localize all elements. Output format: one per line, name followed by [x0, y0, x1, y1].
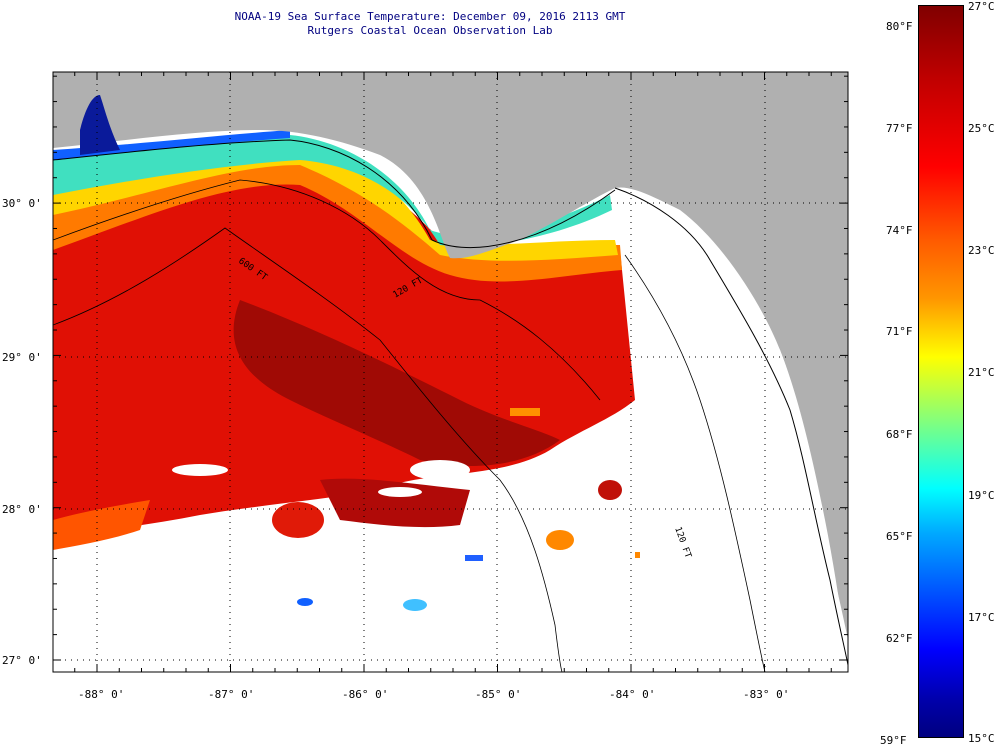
colorbar-c-label: 17°C [968, 611, 995, 624]
tick-marks [53, 72, 848, 672]
colorbar-c-label: 21°C [968, 366, 995, 379]
lon-label: -87° 0' [208, 688, 255, 701]
colorbar-c-label: 25°C [968, 122, 995, 135]
colorbar-f-label: 80°F [886, 20, 913, 33]
contour-120ft-north [53, 179, 601, 401]
coastline-east [614, 187, 848, 666]
lon-label: -84° 0' [609, 688, 656, 701]
cloud [172, 464, 228, 476]
lon-label: -88° 0' [78, 688, 125, 701]
map-subtitle: Rutgers Coastal Ocean Observation Lab [307, 24, 553, 37]
lon-label: -85° 0' [475, 688, 522, 701]
colorbar-c-label: 27°C [968, 0, 995, 13]
lon-label: -86° 0' [342, 688, 389, 701]
land-north [53, 72, 848, 640]
colorbar-f-label: 71°F [886, 325, 913, 338]
colorbar-f-label: 74°F [886, 224, 913, 237]
lon-label: -83° 0' [743, 688, 790, 701]
coastline [53, 139, 616, 249]
colorbar-c-label: 19°C [968, 489, 995, 502]
sst-fringe [53, 500, 150, 550]
sst-cyan-strip [53, 135, 612, 247]
colorbar-c-label: 15°C [968, 732, 995, 745]
sst-blue-edge [53, 130, 290, 160]
mobile-bay [80, 95, 120, 155]
lat-label: 30° 0' [2, 197, 42, 210]
sst-patch [598, 480, 622, 500]
contour-120ft-east [624, 254, 766, 672]
sst-core-field-2 [320, 478, 470, 528]
map-title: NOAA-19 Sea Surface Temperature: Decembe… [234, 10, 626, 23]
colorbar-f-label: 65°F [886, 530, 913, 543]
cloud [410, 460, 470, 480]
sst-patch [272, 502, 324, 538]
graticule [53, 72, 848, 672]
map-frame [52, 71, 849, 673]
colorbar-f-label: 59°F [880, 734, 907, 747]
lat-label: 28° 0' [2, 503, 42, 516]
colorbar-f-label: 62°F [886, 632, 913, 645]
colorbar-f-label: 68°F [886, 428, 913, 441]
sst-patch [465, 555, 483, 561]
colorbar-f-label: 77°F [886, 122, 913, 135]
sst-patch [510, 408, 540, 416]
contour-600ft [53, 227, 563, 672]
colorbar-c-label: 23°C [968, 244, 995, 257]
colorbar [918, 5, 964, 738]
sst-core-field [233, 300, 560, 466]
sst-patch [403, 599, 427, 611]
sst-patch [546, 530, 574, 550]
cloud [378, 487, 422, 497]
no-data-east [615, 188, 848, 672]
lat-label: 27° 0' [2, 654, 42, 667]
sst-patch [297, 598, 313, 606]
lat-label: 29° 0' [2, 351, 42, 364]
